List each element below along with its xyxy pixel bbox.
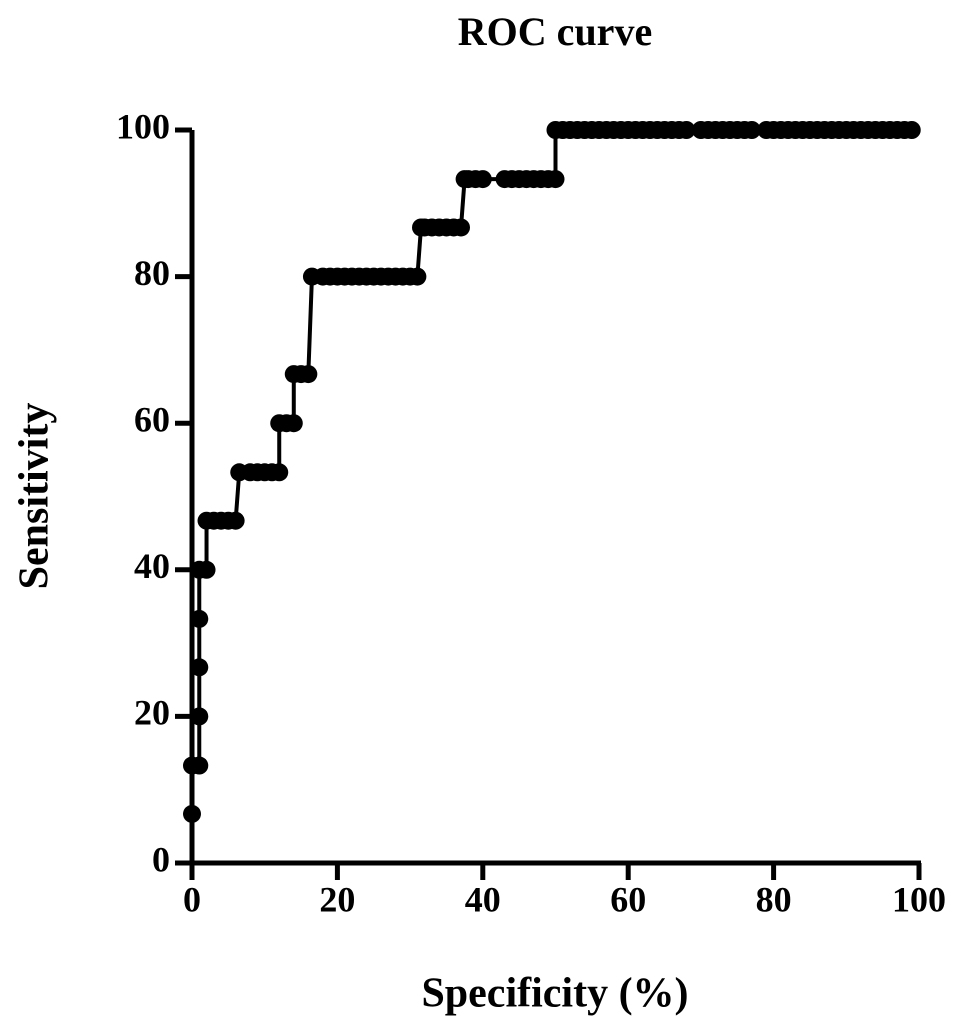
point [226, 511, 245, 530]
point [408, 267, 427, 286]
point [299, 365, 318, 384]
point [190, 756, 209, 775]
point [451, 218, 470, 237]
point [742, 121, 761, 139]
point [190, 609, 209, 628]
y-tick-label: 60 [134, 399, 170, 439]
point [284, 414, 303, 433]
roc-line [190, 128, 912, 814]
point [546, 170, 565, 189]
y-tick-label: 100 [116, 106, 170, 146]
point [473, 170, 492, 189]
point [902, 121, 921, 139]
x-tick-label: 80 [756, 879, 792, 919]
y-tick-label: 80 [134, 253, 170, 293]
y-tick-label: 20 [134, 693, 170, 733]
x-tick-label: 20 [319, 879, 355, 919]
point [270, 463, 289, 482]
chart-title: ROC curve [458, 9, 652, 54]
x-tick-label: 0 [183, 879, 201, 919]
y-tick-label: 0 [152, 839, 170, 879]
point [677, 121, 696, 139]
x-axis-label: Specificity (%) [421, 971, 688, 1017]
x-tick-label: 60 [610, 879, 646, 919]
x-tick-label: 40 [465, 879, 501, 919]
x-tick-label: 100 [892, 879, 946, 919]
y-tick-label: 40 [134, 546, 170, 586]
y-axis-label: Sensitivity [12, 403, 58, 590]
point [190, 707, 209, 726]
point [190, 658, 209, 677]
point [197, 560, 216, 579]
point [183, 804, 201, 823]
